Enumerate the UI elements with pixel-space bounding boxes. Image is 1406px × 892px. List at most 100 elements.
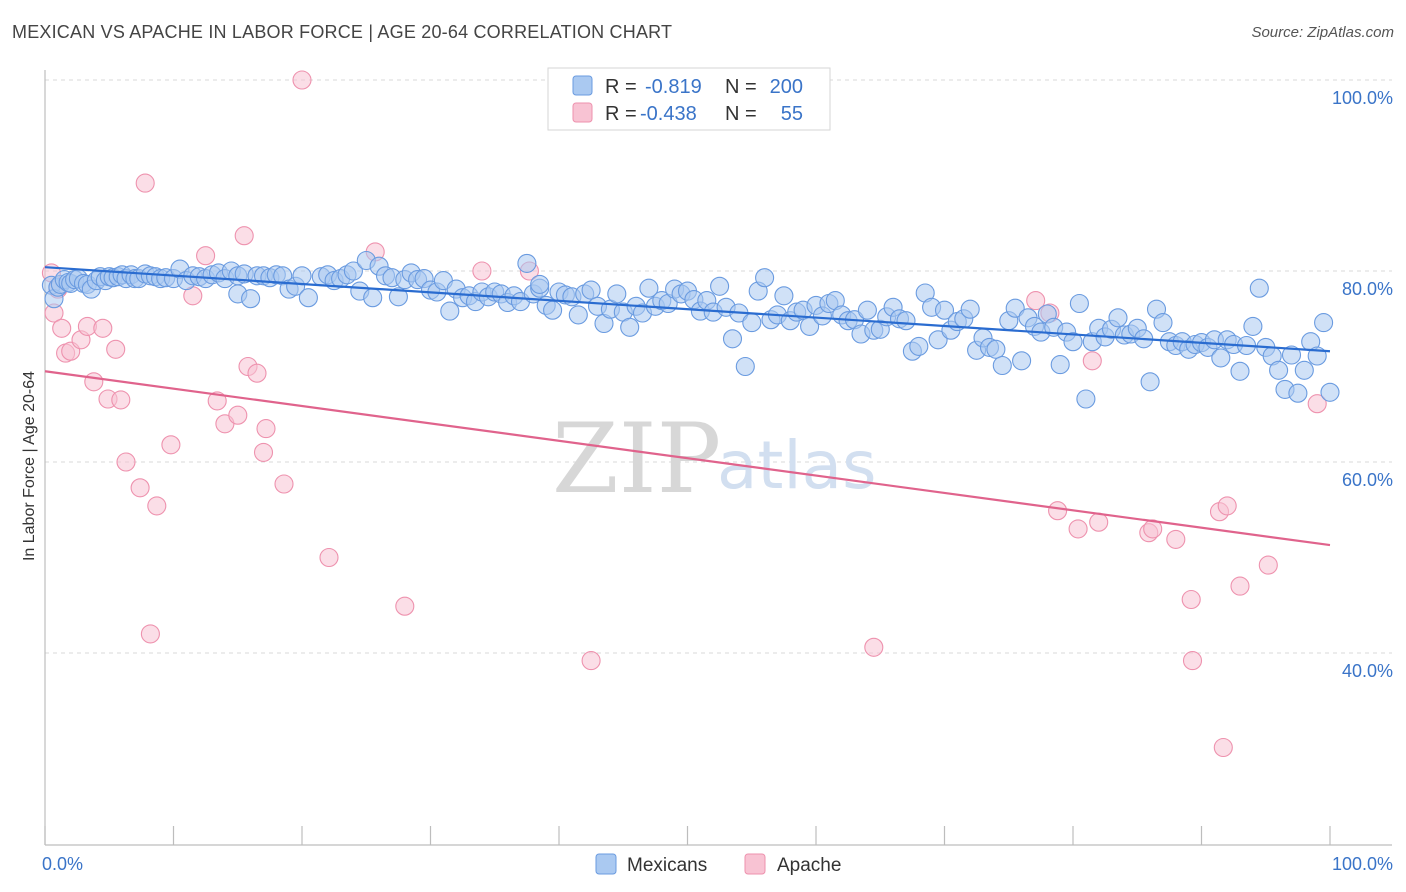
mexicans-swatch [572,75,593,96]
mexicans-point [755,268,775,288]
apache-point [256,419,276,439]
mexicans-point [298,288,318,308]
apache-point [319,547,339,568]
apache-point [135,173,155,193]
mexicans-point [530,274,550,294]
mexicans-point [722,329,743,349]
apache-point [207,391,227,411]
apache-r-label: R = [605,103,637,125]
mexicans-point [742,313,762,333]
mexicans-n-label: N = [725,76,757,98]
apache-point [1182,651,1203,671]
apache-point [292,70,312,90]
mexicans-point [1294,360,1314,380]
x-tick-label: 100.0% [1332,854,1393,874]
apache-point [1307,394,1327,414]
mexicans-point [909,336,929,356]
mexicans-point [1063,332,1083,352]
mexicans-point [1230,361,1250,381]
apache-point [864,637,884,657]
x-tick-labels: 0.0% 100.0% [42,854,1393,874]
apache-point [581,651,601,671]
mexicans-point [774,286,794,306]
mexicans-point [1069,293,1089,314]
mexicans-points [41,250,1340,409]
apache-point [1213,737,1233,758]
apache-point [253,442,274,462]
apache-point [472,261,492,281]
apache-trend-line [44,370,1331,547]
apache-point [1026,291,1046,311]
mexicans-point [543,300,563,320]
apache-r-value: -0.438 [640,103,697,125]
mexicans-point [1050,355,1070,375]
apache-n-value: 55 [781,103,803,125]
apache-point [140,624,160,644]
y-tick-label: 60.0% [1342,470,1393,490]
apache-point [147,496,167,516]
apache-point [106,339,126,359]
apache-point [196,246,216,266]
mexicans-point [1153,313,1173,333]
mexicans-point [735,356,755,377]
mexicans-point [1249,278,1269,298]
mexicans-point [1269,360,1289,380]
stats-legend: R = -0.819 N = 200 R = -0.438 N = 55 [547,67,831,131]
apache-point [1166,529,1186,549]
apache-point [1258,555,1278,575]
mexicans-point [992,355,1012,376]
apache-point [116,452,136,472]
apache-point [1217,496,1237,516]
mexicans-point [1005,298,1025,318]
mexicans-r-label: R = [605,76,637,98]
apache-point [93,318,113,338]
mexicans-point [639,278,659,298]
apache-swatch [572,102,593,123]
mexicans-point [517,253,537,273]
mexicans-trend-line [44,266,1331,353]
mexicans-point [896,311,916,331]
mexicans-point [934,300,955,320]
mexicans-r-value: -0.819 [645,76,702,98]
mexicans-point [928,330,948,350]
mexicans-point [440,301,460,321]
apache-point [52,318,72,338]
apache-point [274,474,294,494]
mexicans-point [581,280,601,300]
apache-point [1230,576,1250,596]
mexicans-point [1108,308,1128,328]
y-tick-label: 40.0% [1342,661,1393,681]
apache-point [247,363,267,383]
chart-title: MEXICAN VS APACHE IN LABOR FORCE | AGE 2… [12,22,673,42]
mexicans-point [960,299,980,319]
mexicans-point [710,276,730,296]
mexicans-point [363,288,383,308]
apache-point [395,596,415,616]
mexicans-n-value: 200 [770,76,803,98]
mexicans-point [1012,351,1032,371]
legend-apache-label: Apache [777,855,841,876]
watermark: ZIP atlas [552,403,877,515]
apache-point [84,372,104,392]
apache-point [1048,501,1068,521]
apache-point [1089,512,1109,532]
apache-n-label: N = [725,103,757,125]
mexicans-point [1076,389,1096,409]
x-tick-label: 0.0% [42,854,83,874]
mexicans-point [857,300,877,320]
apache-point [228,405,248,425]
mexicans-point [1281,345,1302,365]
apache-point [1082,351,1102,371]
apache-point [1143,519,1163,539]
y-tick-label: 80.0% [1342,279,1393,299]
apache-point [1181,589,1201,610]
apache-point [130,478,150,498]
mexicans-point [388,287,408,307]
bottom-legend: Mexicans Apache [595,853,841,876]
mexicans-point [292,266,312,286]
mexicans-point [241,289,261,309]
apache-point [234,226,254,246]
source-label: Source: ZipAtlas.com [1251,24,1394,41]
apache-point [1068,519,1088,539]
